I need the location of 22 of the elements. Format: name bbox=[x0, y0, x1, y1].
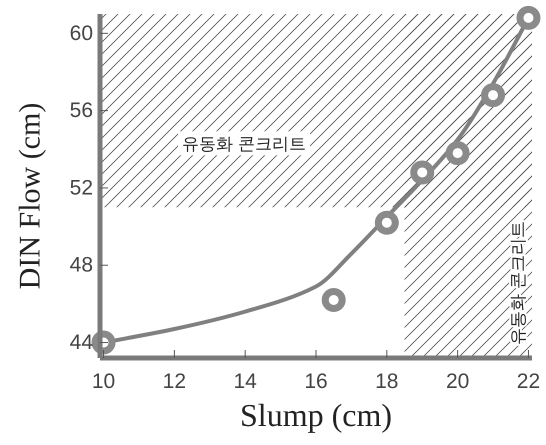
y-tick-label: 60 bbox=[70, 22, 93, 45]
x-tick-label: 18 bbox=[375, 370, 398, 393]
band-label: 유동화 콘크리트 bbox=[508, 221, 528, 345]
point bbox=[410, 160, 434, 184]
point bbox=[322, 288, 346, 312]
y-tick-label: 52 bbox=[70, 176, 93, 200]
point bbox=[446, 141, 470, 166]
x-tick-label: 14 bbox=[234, 370, 258, 393]
x-tick-label: 20 bbox=[446, 370, 470, 393]
y-tick-label: 56 bbox=[70, 99, 93, 122]
x-tick-label: 10 bbox=[92, 370, 116, 393]
y-tick-label: 48 bbox=[70, 254, 93, 277]
x-tick-label: 12 bbox=[162, 370, 186, 393]
point bbox=[374, 210, 399, 235]
x-tick-label: 16 bbox=[304, 370, 328, 393]
y-axis-title: DIN Flow (cm) bbox=[14, 102, 46, 290]
point bbox=[516, 6, 540, 30]
x-axis-title: Slump (cm) bbox=[240, 397, 392, 433]
point bbox=[481, 83, 506, 108]
y-tick-label: 44 bbox=[70, 331, 94, 354]
x-tick-label: 22 bbox=[516, 370, 540, 393]
band-label: 유동화 콘크리트 bbox=[182, 134, 306, 154]
